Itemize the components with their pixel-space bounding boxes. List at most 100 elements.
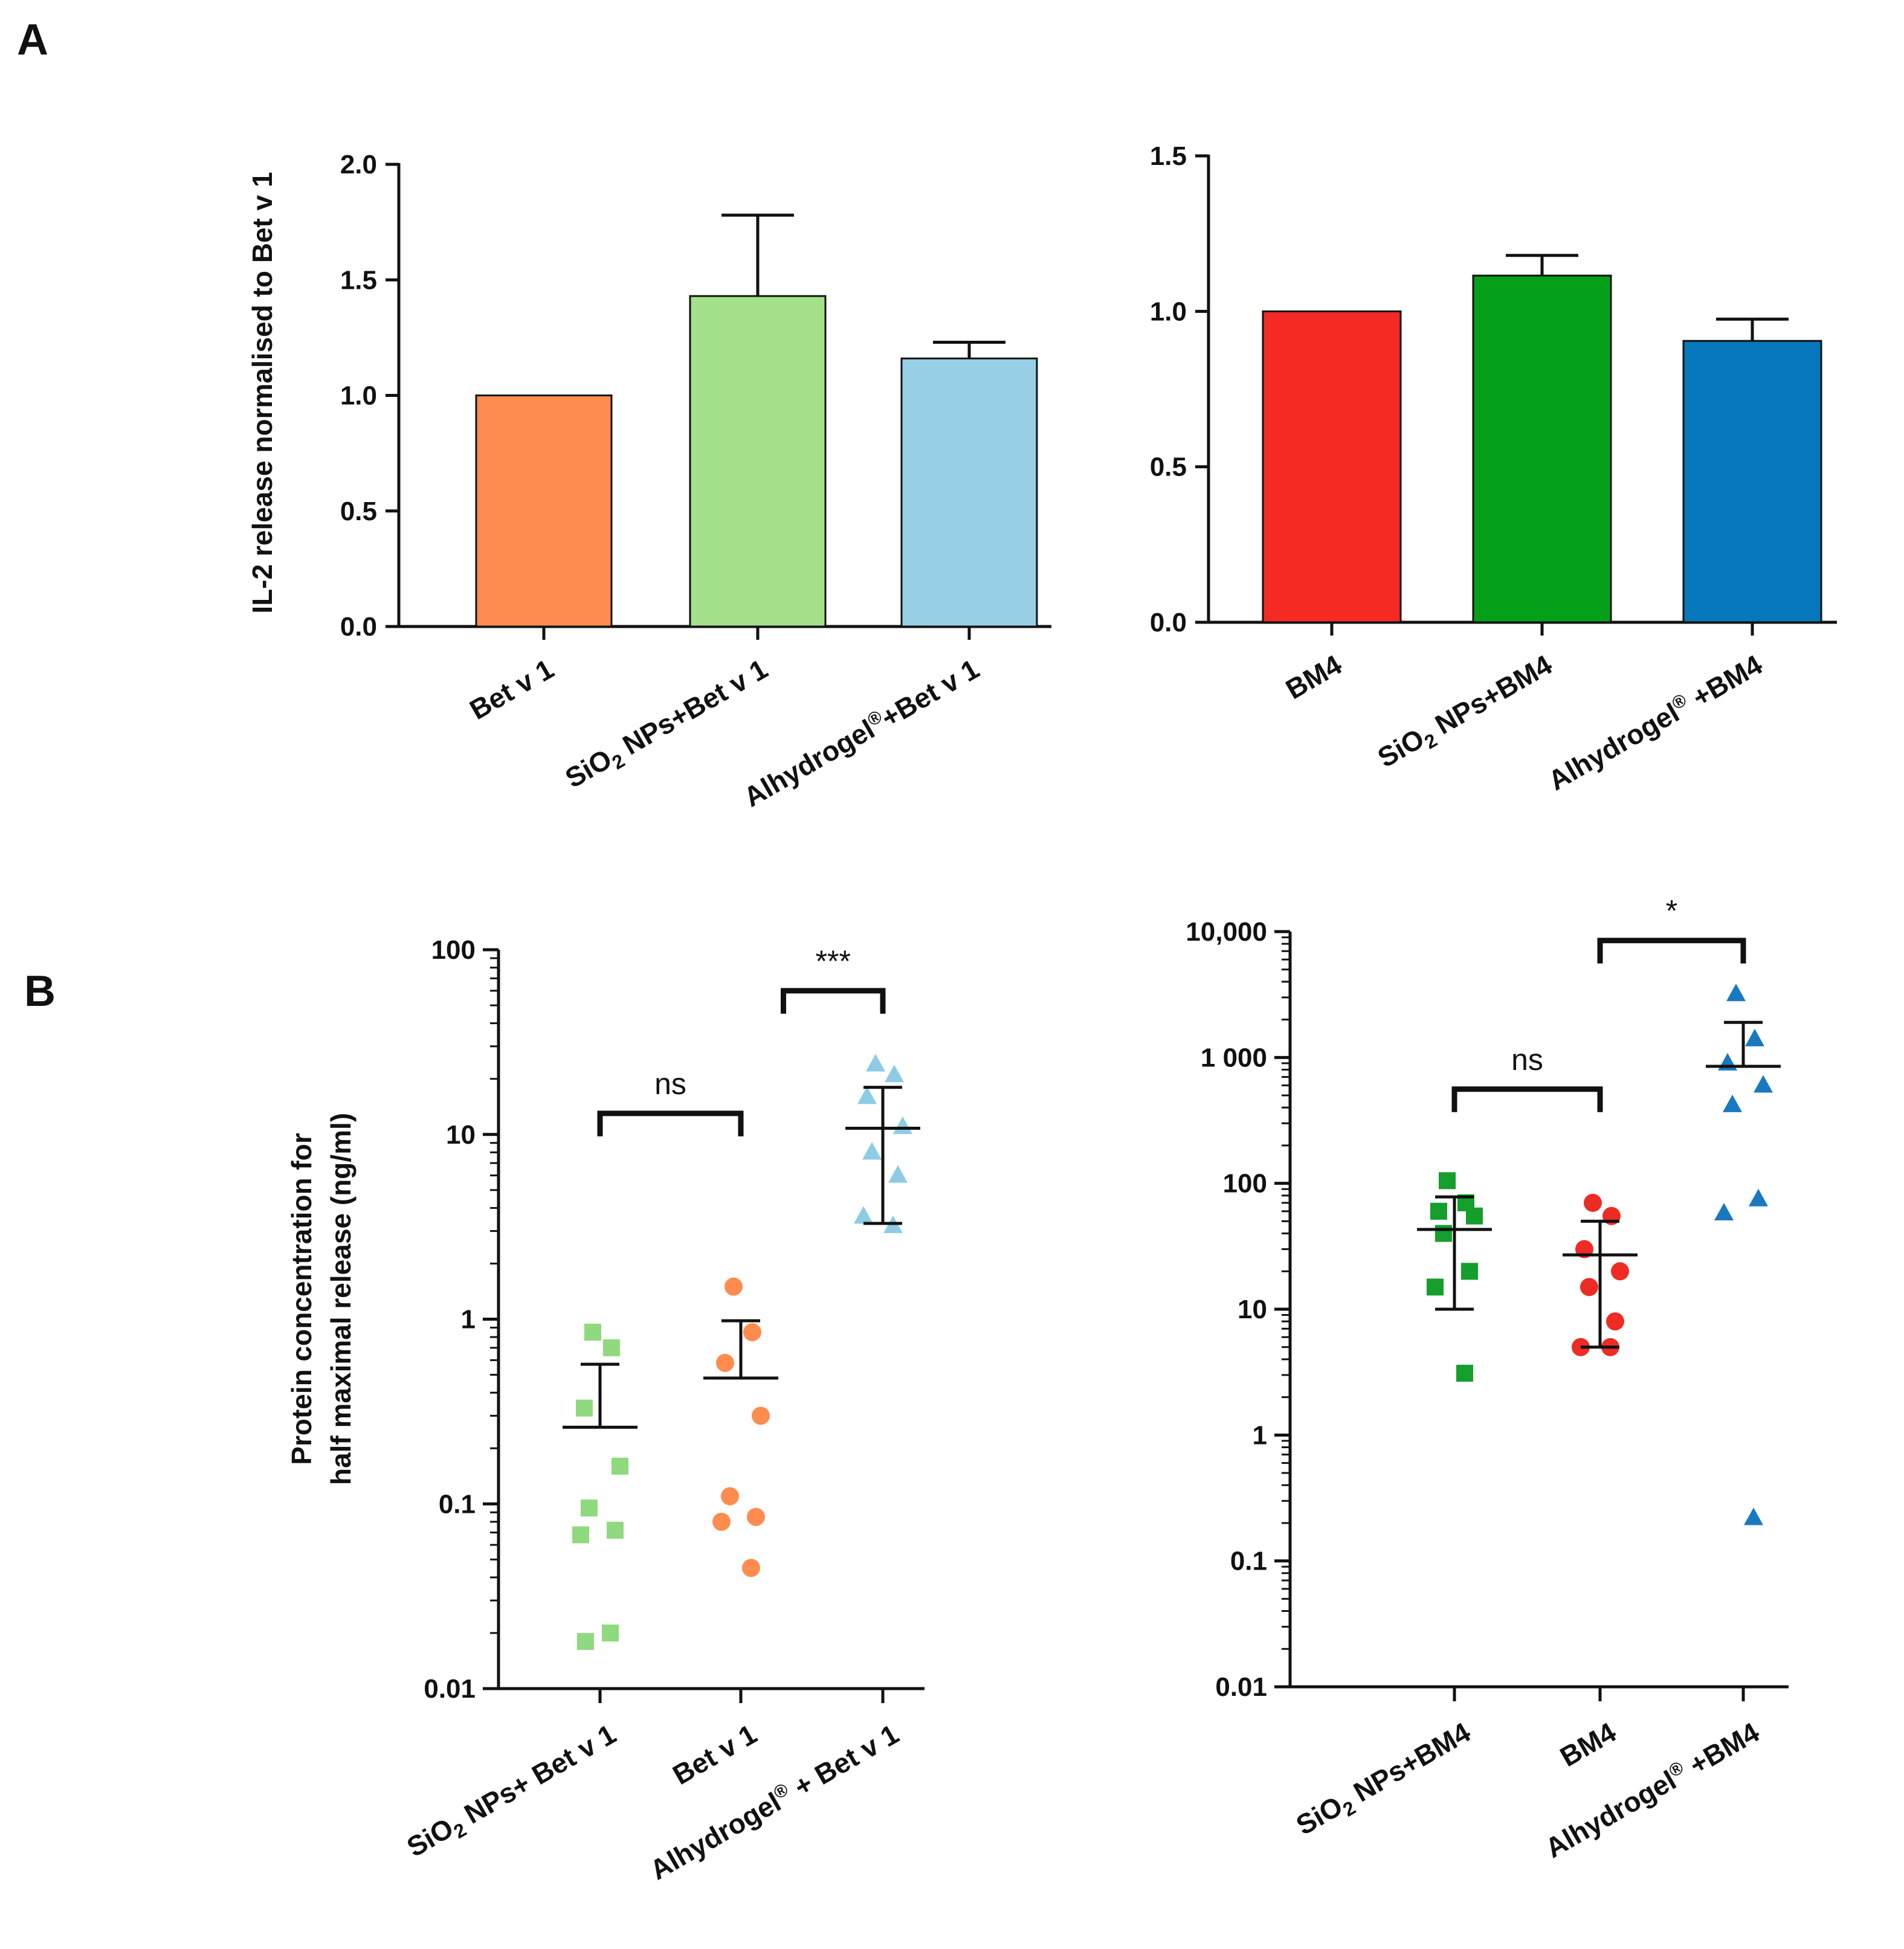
A2-category-label-0: BM4 — [1280, 648, 1347, 705]
A1-category-label-2: Alhydrogel®+Bet v 1 — [738, 652, 984, 813]
y-axis-label-b-line2: half maximal release (ng/ml) — [325, 1113, 357, 1485]
scatter-chart-b-left: 0.01 0.1 1 10 100 SiO2 NPs+ Bet v 1 Bet v 1Alh… — [401, 935, 925, 1886]
B2-significance-label-0: ns — [1511, 1043, 1543, 1077]
B1-significance-bracket-1 — [781, 988, 886, 1014]
A2-bar-0 — [1262, 310, 1402, 623]
B1-category-label-2-tail: + Bet v 1 — [782, 1718, 904, 1807]
B1-point-2-1 — [885, 1065, 904, 1083]
B2-point-2-6 — [1714, 1202, 1734, 1220]
A1-ytick-label-1: 0.5 — [340, 497, 377, 526]
B1-category-label-2-pre: Alhydrogel — [645, 1786, 786, 1886]
B2-point-1-3 — [1611, 1262, 1629, 1281]
B1-significance-label-0: ns — [654, 1067, 686, 1101]
B1-point-2-2 — [857, 1086, 877, 1104]
A1-ytick-label-4: 2.0 — [340, 150, 377, 179]
B2-ytick-label-2: 1 — [1253, 1420, 1267, 1450]
B2-significance-label-1: * — [1666, 894, 1677, 928]
B1-ytick-label-3: 10 — [446, 1120, 476, 1150]
B2-point-2-5 — [1749, 1188, 1768, 1206]
B1-ytick-label-1: 0.1 — [439, 1489, 476, 1519]
B2-ytick-label-0: 0.01 — [1215, 1672, 1267, 1702]
B1-point-0-3 — [612, 1457, 628, 1475]
y-axis-label-b-line1: Protein concentration for — [286, 1133, 317, 1465]
B1-category-label-2: Alhydrogel® + Bet v 1 — [644, 1718, 904, 1886]
panel-letter-a: A — [17, 16, 48, 64]
B2-category-label-0-post: NPs+BM4 — [1341, 1716, 1476, 1811]
B1-ytick-label-4: 100 — [431, 935, 476, 965]
A1-bar-1 — [689, 295, 827, 628]
A2-category-label-1: SiO2 NPs+BM4 — [1372, 648, 1560, 777]
B2-point-0-0 — [1439, 1172, 1456, 1190]
A2-category-label-2-tail: +BM4 — [1680, 648, 1768, 717]
A2-category-label-2: Alhydrogel® +BM4 — [1543, 648, 1767, 796]
B2-point-2-3 — [1754, 1075, 1773, 1093]
B2-category-label-0-pre: SiO — [1291, 1790, 1348, 1841]
B1-point-0-5 — [607, 1521, 624, 1539]
B1-point-1-6 — [712, 1512, 731, 1531]
A2-ytick-label-0: 0.0 — [1150, 608, 1187, 637]
B1-significance-label-1: *** — [816, 944, 851, 978]
scatter-chart-b-right: 0.01 0.1 1 10 100 1 000 10,000 SiO2 NPs+BM4 BM4A… — [1186, 894, 1789, 1864]
B2-point-2-4 — [1723, 1094, 1742, 1112]
B1-significance-bracket-0 — [597, 1110, 744, 1136]
A1-bar-2 — [900, 357, 1038, 628]
B2-point-0-6 — [1427, 1278, 1444, 1296]
B1-point-0-8 — [577, 1632, 594, 1650]
A1-bar-0 — [475, 395, 613, 628]
A1-category-label-2-pre: Alhydrogel — [738, 714, 880, 813]
B2-ytick-label-6: 10,000 — [1186, 917, 1267, 947]
B1-ytick-label-0: 0.01 — [424, 1674, 476, 1704]
B2-point-0-4 — [1435, 1225, 1452, 1242]
A1-category-label-1: SiO2 NPs+Bet v 1 — [560, 653, 775, 797]
A1-category-label-0-post: Bet v 1 — [464, 653, 559, 726]
B1-point-2-0 — [866, 1054, 885, 1072]
A2-category-label-1-pre: SiO — [1372, 723, 1430, 774]
B1-category-label-0: SiO2 NPs+ Bet v 1 — [401, 1718, 623, 1867]
B1-point-1-1 — [743, 1323, 761, 1342]
B1-point-1-0 — [724, 1277, 743, 1296]
B2-ytick-label-4: 100 — [1223, 1169, 1267, 1199]
B1-point-1-3 — [752, 1406, 770, 1425]
B1-point-0-6 — [572, 1526, 589, 1544]
A2-ytick-label-2: 1.0 — [1150, 297, 1187, 326]
B1-ytick-label-2: 1 — [461, 1305, 476, 1335]
B1-point-2-4 — [862, 1142, 882, 1160]
A2-category-label-1-post: NPs+BM4 — [1423, 648, 1557, 744]
B2-category-label-0: SiO2 NPs+BM4 — [1291, 1716, 1478, 1844]
B2-point-0-5 — [1461, 1263, 1478, 1280]
A1-ytick-label-2: 1.0 — [340, 381, 377, 411]
B2-ytick-label-3: 10 — [1238, 1295, 1267, 1324]
B2-category-label-1: BM4 — [1555, 1716, 1621, 1773]
panel-letter-b: B — [24, 967, 56, 1016]
B1-point-0-0 — [584, 1324, 601, 1341]
B2-ytick-label-1: 0.1 — [1230, 1547, 1267, 1576]
A2-bar-1 — [1472, 274, 1612, 623]
B2-point-1-0 — [1584, 1193, 1602, 1212]
B1-category-label-1: Bet v 1 — [667, 1718, 762, 1791]
B1-point-2-3 — [893, 1116, 912, 1135]
A2-ytick-label-3: 1.5 — [1150, 141, 1187, 171]
B1-point-0-4 — [581, 1500, 598, 1517]
B2-point-1-5 — [1606, 1312, 1624, 1331]
B2-category-label-1-post: BM4 — [1555, 1716, 1621, 1773]
A2-bar-2 — [1682, 340, 1822, 623]
A1-category-label-1-pre: SiO — [560, 743, 617, 794]
A1-category-label-1-post: NPs+Bet v 1 — [611, 653, 773, 765]
B2-point-1-4 — [1580, 1278, 1598, 1297]
B2-ytick-label-5: 1 000 — [1201, 1043, 1267, 1072]
B1-point-2-5 — [888, 1165, 908, 1183]
B1-point-1-5 — [747, 1507, 765, 1526]
B1-point-0-7 — [602, 1624, 619, 1641]
B1-point-2-6 — [854, 1206, 873, 1224]
B2-point-2-0 — [1726, 984, 1746, 1002]
B1-point-1-4 — [721, 1487, 739, 1506]
B2-significance-bracket-1 — [1597, 938, 1746, 964]
B1-point-0-1 — [603, 1339, 620, 1356]
y-axis-label-a: IL-2 release normalised to Bet v 1 — [247, 172, 278, 613]
B2-point-0-7 — [1456, 1364, 1473, 1382]
B2-category-label-2-pre: Alhydrogel — [1540, 1764, 1681, 1864]
B2-point-0-2 — [1430, 1202, 1447, 1220]
